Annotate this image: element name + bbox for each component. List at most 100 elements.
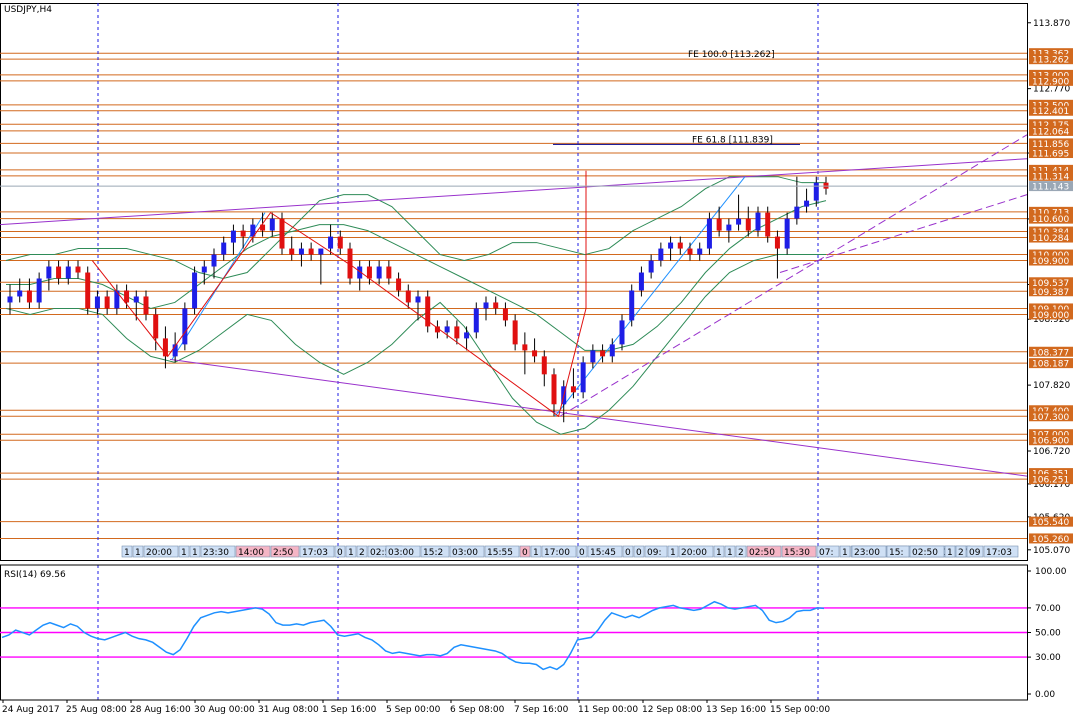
time-tag-box [851,545,887,558]
level-price-label: 110.600 [1032,215,1069,225]
time-tag-box [944,545,956,558]
time-tag-box [484,545,520,558]
time-tick-label: 6 Sep 08:00 [450,705,505,715]
time-tag-text: 17:00 [544,548,570,558]
candle-body [318,248,324,255]
rsi-tick-label: 0.00 [1035,690,1055,700]
candle-body [396,278,402,291]
candle-body [201,266,207,273]
candle-body [502,308,508,321]
time-tick-label: 15 Sep 00:00 [770,705,830,715]
level-price-label: 108.187 [1032,360,1069,370]
candle-body [376,266,382,279]
candle-body [541,356,547,375]
candle-body [638,272,644,291]
trend-line [779,194,1028,273]
time-tag-box [587,545,623,558]
time-tag-box [633,545,645,558]
candle-body [522,344,528,351]
candle-body [454,326,460,339]
time-tag-text: 15: [889,548,903,558]
time-tag-text: 03:00 [452,548,478,558]
time-tag-box [519,545,531,558]
fe-label: FE 100.0 [113.262] [688,50,775,60]
time-axis: 24 Aug 2017 25 Aug 08:00 28 Aug 16:00 30 Au… [2,700,830,715]
candle-body [94,296,100,309]
candle-body [153,314,159,339]
level-price-tag [1029,249,1073,260]
time-tag-text: 07: [819,548,833,558]
level-price-tag [1029,148,1073,159]
candle-body [366,266,372,279]
candle-body [658,248,664,261]
candle-body [85,272,91,309]
candle-body [512,320,518,345]
candle-body [687,248,693,255]
time-tag-box [334,545,346,558]
time-tag-box [541,545,577,558]
current-price-tag [1029,181,1073,192]
time-tag-text: 0 [579,548,585,558]
level-price-tag [1029,226,1073,237]
level-price-label: 112.064 [1032,127,1069,137]
time-tag-box [270,545,300,558]
level-price-tag [1029,164,1073,175]
time-tag-text: 15:30 [784,548,810,558]
candle-body [716,218,722,231]
time-tag-box [576,545,588,558]
time-tag-box [724,545,736,558]
level-price-tag [1029,309,1073,320]
time-tag-text: 0 [636,548,642,558]
candle-body [143,296,149,315]
time-tag-box [385,545,421,558]
candle-body [104,296,110,309]
time-tag-box [345,545,357,558]
candle-body [211,254,217,267]
time-tag-text: 1 [124,548,130,558]
time-tag-box [420,545,450,558]
time-tick-label: 11 Sep 00:00 [578,705,638,715]
bollinger-bands [5,176,827,435]
price-levels [0,3,1028,561]
fib-connector [554,176,746,417]
candle-body [726,224,732,231]
candle-body [308,248,314,255]
price-tick-label: 107.820 [1033,381,1070,391]
candle-body [580,362,586,393]
candle-body [629,290,635,321]
candle-body [483,302,489,309]
time-tag-text: 0 [522,548,528,558]
level-price-label: 112.401 [1032,107,1069,117]
candle-body [347,248,353,279]
rsi-tick-label: 70.00 [1035,604,1061,614]
level-price-tag [1029,277,1073,288]
level-price-tag [1029,105,1073,116]
time-tick-label: 13 Sep 16:00 [706,705,766,715]
candle-body [794,206,800,219]
time-tag-box [816,545,840,558]
time-tick-label: 5 Sep 00:00 [386,705,441,715]
level-price-tag [1029,286,1073,297]
candle-body [386,266,392,279]
candle-body [590,350,596,363]
level-price-label: 109.537 [1032,279,1069,289]
time-tag-box [886,545,910,558]
time-tick-label: 1 Sep 16:00 [322,705,377,715]
price-tick-label: 105.070 [1033,546,1070,556]
time-tag-text: 02:50 [370,548,396,558]
time-tag-box [530,545,542,558]
candle-body [26,290,32,303]
price-tick-label: 106.170 [1033,480,1070,490]
trend-line [169,358,1028,477]
level-price-label: 110.284 [1032,234,1069,244]
level-price-tag [1029,303,1073,314]
time-tick-label: 12 Sep 08:00 [642,705,702,715]
level-price-label: 109.000 [1032,311,1069,321]
level-price-label: 106.900 [1032,437,1069,447]
price-tick-label: 108.920 [1033,315,1070,325]
level-price-tag [1029,54,1073,65]
time-tag-box [299,545,335,558]
time-tag-box [667,545,679,558]
candle-body [444,326,450,333]
